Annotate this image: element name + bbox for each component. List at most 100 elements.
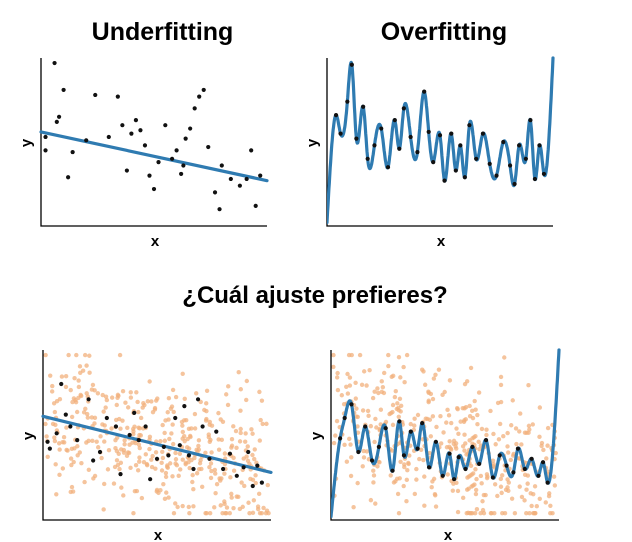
test-point	[191, 487, 196, 492]
test-point	[87, 353, 92, 358]
test-point	[427, 417, 433, 422]
data-point	[342, 415, 347, 421]
test-point	[82, 479, 87, 485]
data-point	[120, 123, 125, 128]
test-point	[519, 442, 524, 447]
test-point	[138, 415, 144, 421]
test-point	[250, 452, 255, 458]
test-point	[189, 426, 194, 431]
test-point	[61, 434, 67, 440]
test-point	[440, 392, 445, 398]
test-point	[471, 471, 476, 476]
test-point	[161, 481, 166, 487]
test-point	[525, 481, 530, 486]
test-point	[421, 457, 426, 463]
test-point	[247, 511, 252, 516]
data-point	[487, 161, 492, 166]
test-point	[461, 419, 467, 425]
under-test-chart: xy	[20, 350, 273, 542]
test-point	[469, 408, 475, 413]
data-point	[545, 480, 550, 485]
data-point	[392, 118, 397, 123]
test-point	[194, 471, 200, 476]
test-point	[245, 444, 250, 449]
test-point	[86, 467, 92, 472]
test-point	[69, 446, 75, 452]
test-point	[63, 374, 69, 379]
test-point	[414, 477, 419, 482]
test-point	[238, 430, 243, 436]
test-point	[76, 378, 81, 383]
test-point	[45, 454, 50, 459]
test-point	[517, 429, 522, 434]
test-point	[388, 473, 393, 478]
test-point	[480, 499, 485, 504]
test-point	[231, 468, 237, 473]
test-point	[479, 426, 485, 432]
test-point	[244, 397, 249, 403]
test-point	[500, 473, 505, 478]
test-point	[341, 401, 347, 407]
data-point	[151, 186, 157, 192]
test-point	[365, 408, 371, 414]
test-point	[117, 466, 122, 472]
data-point	[132, 410, 137, 415]
test-point	[433, 372, 438, 377]
test-point	[231, 424, 236, 429]
test-point	[342, 442, 347, 448]
test-point	[209, 468, 214, 474]
test-point	[176, 473, 181, 479]
test-point	[498, 484, 504, 489]
test-point	[390, 402, 396, 408]
fit-line	[41, 414, 273, 474]
data-point	[91, 458, 96, 463]
test-point	[257, 389, 262, 395]
data-point	[333, 113, 339, 118]
test-point	[353, 380, 358, 385]
test-point	[234, 445, 239, 451]
data-point	[228, 176, 233, 182]
test-point	[397, 476, 402, 481]
test-point	[428, 391, 434, 397]
test-point	[229, 495, 234, 500]
test-point	[498, 476, 504, 482]
test-point	[170, 474, 175, 479]
y-axis-label: y	[308, 431, 325, 440]
test-point	[393, 479, 398, 484]
test-point	[164, 490, 169, 495]
data-point	[397, 146, 402, 151]
data-point	[363, 424, 368, 429]
test-point	[526, 382, 531, 388]
test-point	[398, 459, 403, 464]
test-point	[250, 431, 255, 436]
test-point	[133, 463, 139, 468]
test-point	[122, 442, 127, 447]
test-point	[348, 473, 354, 479]
test-point	[105, 467, 111, 472]
test-point	[383, 419, 389, 425]
data-point	[541, 171, 547, 177]
test-point	[455, 509, 461, 515]
test-point	[392, 394, 398, 400]
data-point	[59, 381, 64, 387]
test-point	[118, 447, 124, 452]
test-point	[473, 491, 479, 497]
test-point	[137, 426, 142, 431]
test-point	[170, 422, 175, 427]
test-point	[207, 419, 213, 425]
data-point	[63, 412, 68, 417]
test-point	[371, 468, 376, 473]
data-point	[390, 468, 395, 473]
test-point	[551, 474, 557, 479]
test-point	[165, 410, 170, 415]
test-point	[216, 447, 222, 452]
test-point	[240, 504, 245, 510]
data-point	[217, 207, 222, 212]
test-point	[95, 445, 101, 450]
test-point	[483, 492, 488, 498]
test-point	[76, 384, 82, 390]
test-point	[444, 445, 450, 450]
test-point	[401, 483, 406, 489]
data-point	[449, 131, 454, 136]
test-point	[396, 354, 402, 360]
